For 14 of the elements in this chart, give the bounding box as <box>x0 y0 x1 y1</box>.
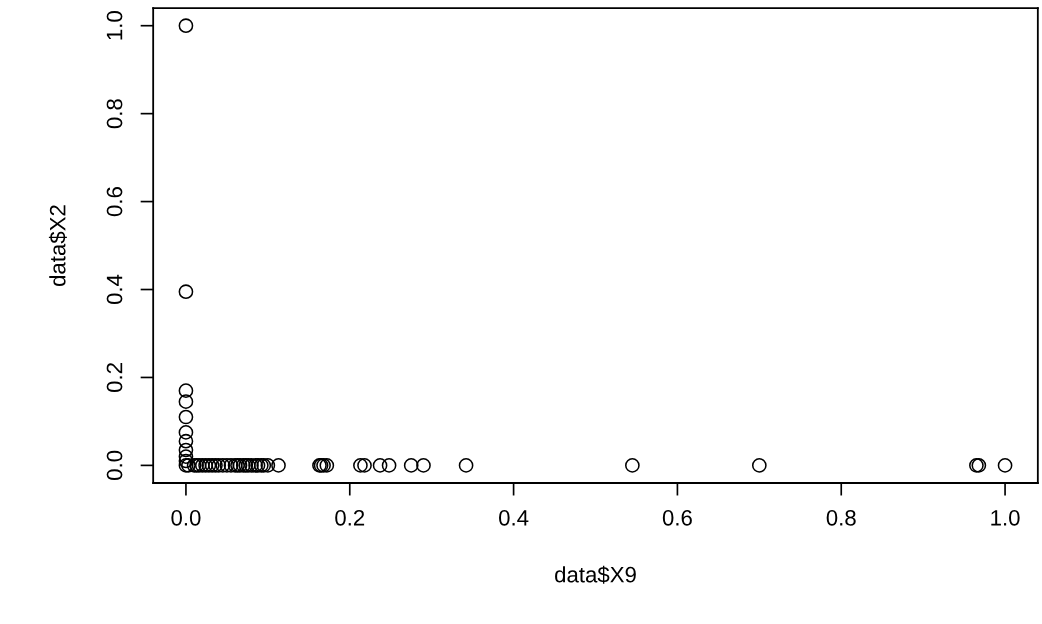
x-tick-label: 0.8 <box>826 509 856 526</box>
y-tick-label: 0.6 <box>106 187 123 217</box>
y-tick-label: 0.0 <box>106 450 123 480</box>
x-tick-label: 0.0 <box>171 509 201 526</box>
x-axis-title: data$X9 <box>555 565 636 584</box>
x-tick-label: 0.6 <box>662 509 692 526</box>
y-tick-label: 0.8 <box>106 99 123 129</box>
x-tick-label: 0.4 <box>499 509 529 526</box>
y-tick-label: 0.4 <box>106 274 123 305</box>
x-tick-label: 0.2 <box>335 509 365 526</box>
y-tick-label: 1.0 <box>106 11 123 40</box>
y-tick-label: 0.2 <box>106 363 123 393</box>
y-axis-title: data$X2 <box>48 205 67 286</box>
x-tick-label: 1.0 <box>991 509 1020 526</box>
